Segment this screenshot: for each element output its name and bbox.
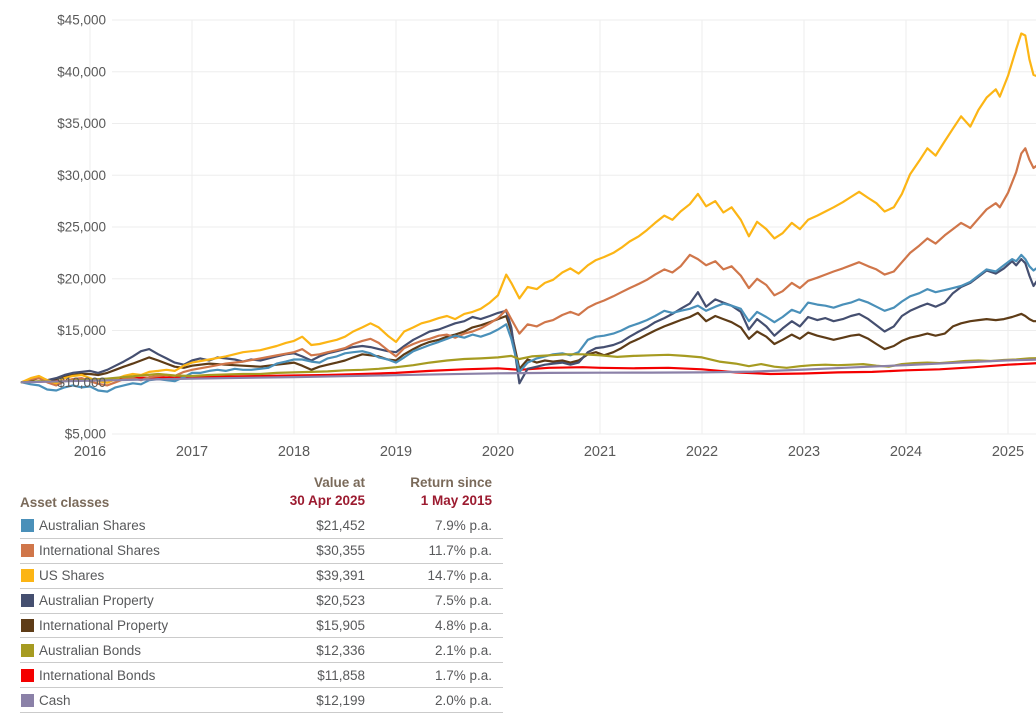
y-axis-label: $20,000: [57, 271, 106, 286]
x-axis-label: 2024: [890, 444, 922, 460]
series-color-swatch: [21, 594, 34, 608]
table-row: International Shares $30,355 11.7% p.a.: [20, 539, 503, 564]
asset-class-return: 14.7% p.a.: [427, 568, 492, 584]
asset-class-label: International Shares: [39, 543, 160, 559]
series-color-swatch: [21, 643, 34, 657]
table-row: Cash $12,199 2.0% p.a.: [20, 688, 503, 714]
asset-class-return: 2.0% p.a.: [434, 692, 492, 708]
asset-class-label: US Shares: [39, 568, 105, 584]
y-axis-label: $5,000: [65, 427, 106, 442]
return-since-date: 1 May 2015: [420, 493, 492, 508]
return-since-header: Return since: [410, 475, 492, 490]
table-row: US Shares $39,391 14.7% p.a.: [20, 564, 503, 589]
asset-class-value: $12,199: [316, 692, 365, 708]
table-header: Asset classes Value at 30 Apr 2025 Retur…: [20, 466, 503, 514]
x-axis-label: 2021: [584, 444, 616, 460]
asset-class-value: $12,336: [316, 642, 365, 658]
x-axis-label: 2025: [992, 444, 1024, 460]
y-axis-label: $45,000: [57, 13, 106, 28]
x-axis-label: 2022: [686, 444, 718, 460]
x-axis-label: 2018: [278, 444, 310, 460]
asset-class-value: $20,523: [316, 593, 365, 609]
asset-classes-header: Asset classes: [20, 495, 110, 510]
x-axis-label: 2017: [176, 444, 208, 460]
asset-class-label: Australian Shares: [39, 518, 146, 534]
series-color-swatch: [21, 569, 34, 583]
series-line-us-shares: [20, 32, 1036, 385]
y-axis-label: $25,000: [57, 220, 106, 235]
y-axis-label: $10,000: [57, 375, 106, 390]
asset-class-return: 2.1% p.a.: [434, 642, 492, 658]
asset-class-table-rows: Australian Shares $21,452 7.9% p.a. Interna…: [20, 514, 503, 714]
series-line-international-shares: [20, 147, 1036, 387]
asset-class-label: International Property: [39, 618, 169, 633]
asset-class-value: $11,858: [317, 667, 365, 683]
value-at-header: Value at: [313, 475, 365, 490]
y-axis-label: $30,000: [57, 168, 106, 183]
series-line-cash: [20, 358, 1036, 384]
asset-class-return: 7.5% p.a.: [434, 593, 492, 609]
growth-chart: $45,000 $40,000 $35,000 $30,000 $25,000 $20,0…: [0, 0, 1036, 463]
asset-class-return: 11.7% p.a.: [428, 543, 492, 559]
asset-class-label: Australian Bonds: [39, 642, 142, 658]
x-axis-label: 2016: [74, 444, 106, 460]
asset-class-label: Cash: [39, 692, 71, 708]
x-axis-label: 2023: [788, 444, 820, 460]
y-axis-label: $35,000: [57, 116, 106, 131]
chart-canvas[interactable]: $45,000 $40,000 $35,000 $30,000 $25,000 $20,0…: [0, 0, 1036, 463]
series-line-australian-property: [20, 258, 1036, 385]
table-row: International Bonds $11,858 1.7% p.a.: [20, 663, 503, 689]
series-color-swatch: [21, 619, 34, 632]
asset-class-value: $39,391: [316, 568, 365, 584]
series-color-swatch: [21, 668, 34, 682]
x-axis-label: 2020: [482, 444, 514, 460]
x-axis-label: 2019: [380, 444, 412, 460]
asset-class-value: $21,452: [316, 518, 365, 534]
y-axis-label: $40,000: [57, 64, 106, 79]
asset-class-value: $30,355: [316, 543, 365, 559]
table-row: Australian Bonds $12,336 2.1% p.a.: [20, 638, 503, 664]
table-row: Australian Property $20,523 7.5% p.a.: [20, 589, 503, 614]
asset-class-label: Australian Property: [39, 593, 154, 609]
y-axis-label: $15,000: [57, 323, 106, 338]
series-line-international-property: [20, 311, 1036, 384]
asset-class-return: 1.7% p.a.: [434, 667, 492, 683]
table-row: International Property $15,905 4.8% p.a.: [20, 614, 503, 639]
asset-class-return: 7.9% p.a.: [434, 518, 492, 534]
series-color-swatch: [21, 544, 34, 558]
asset-class-table: Asset classes Value at 30 Apr 2025 Retur…: [20, 466, 503, 714]
series-color-swatch: [21, 519, 34, 533]
series-color-swatch: [21, 693, 34, 707]
value-at-date: 30 Apr 2025: [289, 493, 365, 508]
asset-class-return: 4.8% p.a.: [434, 618, 492, 633]
table-row: Australian Shares $21,452 7.9% p.a.: [20, 514, 503, 539]
series-line-international-bonds: [20, 362, 1036, 384]
asset-class-value: $15,905: [316, 618, 365, 633]
asset-class-label: International Bonds: [39, 667, 156, 683]
